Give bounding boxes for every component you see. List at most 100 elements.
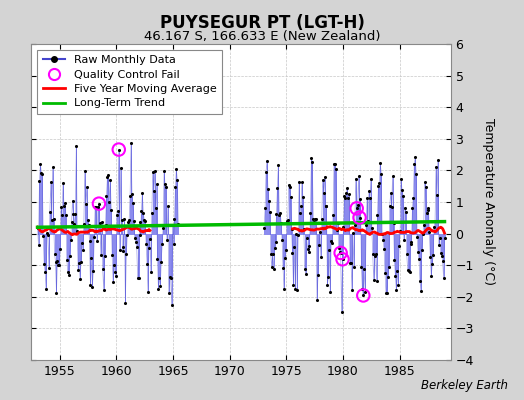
Point xyxy=(319,176,327,183)
Point xyxy=(349,230,357,236)
Point xyxy=(89,268,97,274)
Point xyxy=(47,179,55,185)
Point xyxy=(147,268,155,275)
Point xyxy=(82,201,90,207)
Point xyxy=(155,275,163,281)
Point xyxy=(87,254,95,261)
Point xyxy=(389,220,398,227)
Point xyxy=(383,290,391,296)
Point xyxy=(364,218,372,224)
Point xyxy=(322,203,331,209)
Point xyxy=(358,286,367,292)
Point xyxy=(39,232,48,239)
Point xyxy=(154,256,162,262)
Point xyxy=(384,274,392,280)
Point xyxy=(417,288,425,294)
Point xyxy=(400,236,408,243)
Point xyxy=(261,205,269,212)
Point xyxy=(361,289,369,296)
Point xyxy=(273,185,281,192)
Point xyxy=(113,212,121,218)
Point xyxy=(432,164,440,170)
Point xyxy=(160,168,168,174)
Point xyxy=(111,269,119,276)
Point xyxy=(412,170,420,177)
Point xyxy=(388,173,397,180)
Point xyxy=(168,222,177,228)
Point xyxy=(287,194,295,200)
Point xyxy=(267,251,275,257)
Point xyxy=(104,172,113,178)
Point xyxy=(405,267,413,274)
Point xyxy=(151,204,160,211)
Point xyxy=(70,221,79,228)
Point xyxy=(367,176,375,182)
Point xyxy=(94,204,102,210)
Point xyxy=(353,205,361,212)
Point xyxy=(424,205,433,211)
Point xyxy=(434,242,443,248)
Point xyxy=(162,184,170,190)
Point xyxy=(172,166,181,172)
Point xyxy=(97,219,106,225)
Point xyxy=(390,256,399,263)
Point xyxy=(105,199,114,205)
Point xyxy=(168,302,176,308)
Point xyxy=(351,222,359,228)
Point xyxy=(268,251,277,257)
Point xyxy=(92,204,100,210)
Point xyxy=(174,220,182,227)
Point xyxy=(85,238,94,245)
Point xyxy=(68,197,77,204)
Point xyxy=(96,220,104,226)
Point xyxy=(368,224,376,231)
Point xyxy=(260,224,268,231)
Point xyxy=(406,239,414,245)
Point xyxy=(360,266,368,272)
Point xyxy=(268,264,276,270)
Point xyxy=(282,218,291,224)
Point xyxy=(272,211,281,218)
Point xyxy=(341,195,350,201)
Point xyxy=(54,262,62,268)
Point xyxy=(59,180,67,186)
Point xyxy=(140,217,148,223)
Point xyxy=(357,264,366,270)
Point xyxy=(305,243,314,249)
Point xyxy=(69,211,78,217)
Point xyxy=(35,178,43,184)
Point xyxy=(309,216,318,222)
Point xyxy=(394,282,402,288)
Point xyxy=(56,245,64,252)
Point xyxy=(79,247,87,254)
Point xyxy=(330,160,338,167)
Point xyxy=(336,250,345,256)
Point xyxy=(137,208,146,214)
Point xyxy=(263,158,271,164)
Point xyxy=(438,252,446,259)
Point xyxy=(173,177,181,184)
Point xyxy=(416,278,424,284)
Point xyxy=(433,192,441,198)
Point xyxy=(117,217,126,223)
Point xyxy=(382,289,390,296)
Point xyxy=(124,218,133,225)
Point xyxy=(265,198,273,204)
Point xyxy=(423,207,432,213)
Point xyxy=(426,254,434,260)
Point xyxy=(60,203,68,210)
Point xyxy=(112,273,120,279)
Point xyxy=(303,246,312,252)
Point xyxy=(158,240,167,247)
Point xyxy=(291,286,300,292)
Point xyxy=(292,231,300,237)
Point xyxy=(81,168,89,174)
Point xyxy=(127,140,135,146)
Point xyxy=(356,196,365,202)
Point xyxy=(348,287,356,293)
Point xyxy=(308,158,316,165)
Point xyxy=(347,260,355,266)
Point xyxy=(422,210,431,216)
Point xyxy=(301,270,310,277)
Point xyxy=(421,184,430,190)
